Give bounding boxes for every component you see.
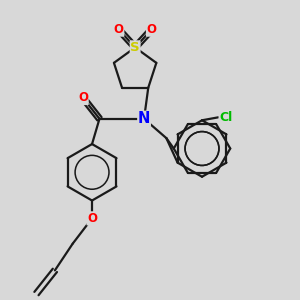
- Text: O: O: [146, 23, 157, 36]
- Text: S: S: [130, 41, 140, 54]
- Text: N: N: [138, 111, 150, 126]
- Text: O: O: [78, 92, 88, 104]
- Text: O: O: [114, 23, 124, 36]
- Text: Cl: Cl: [219, 111, 232, 124]
- Text: O: O: [87, 212, 97, 225]
